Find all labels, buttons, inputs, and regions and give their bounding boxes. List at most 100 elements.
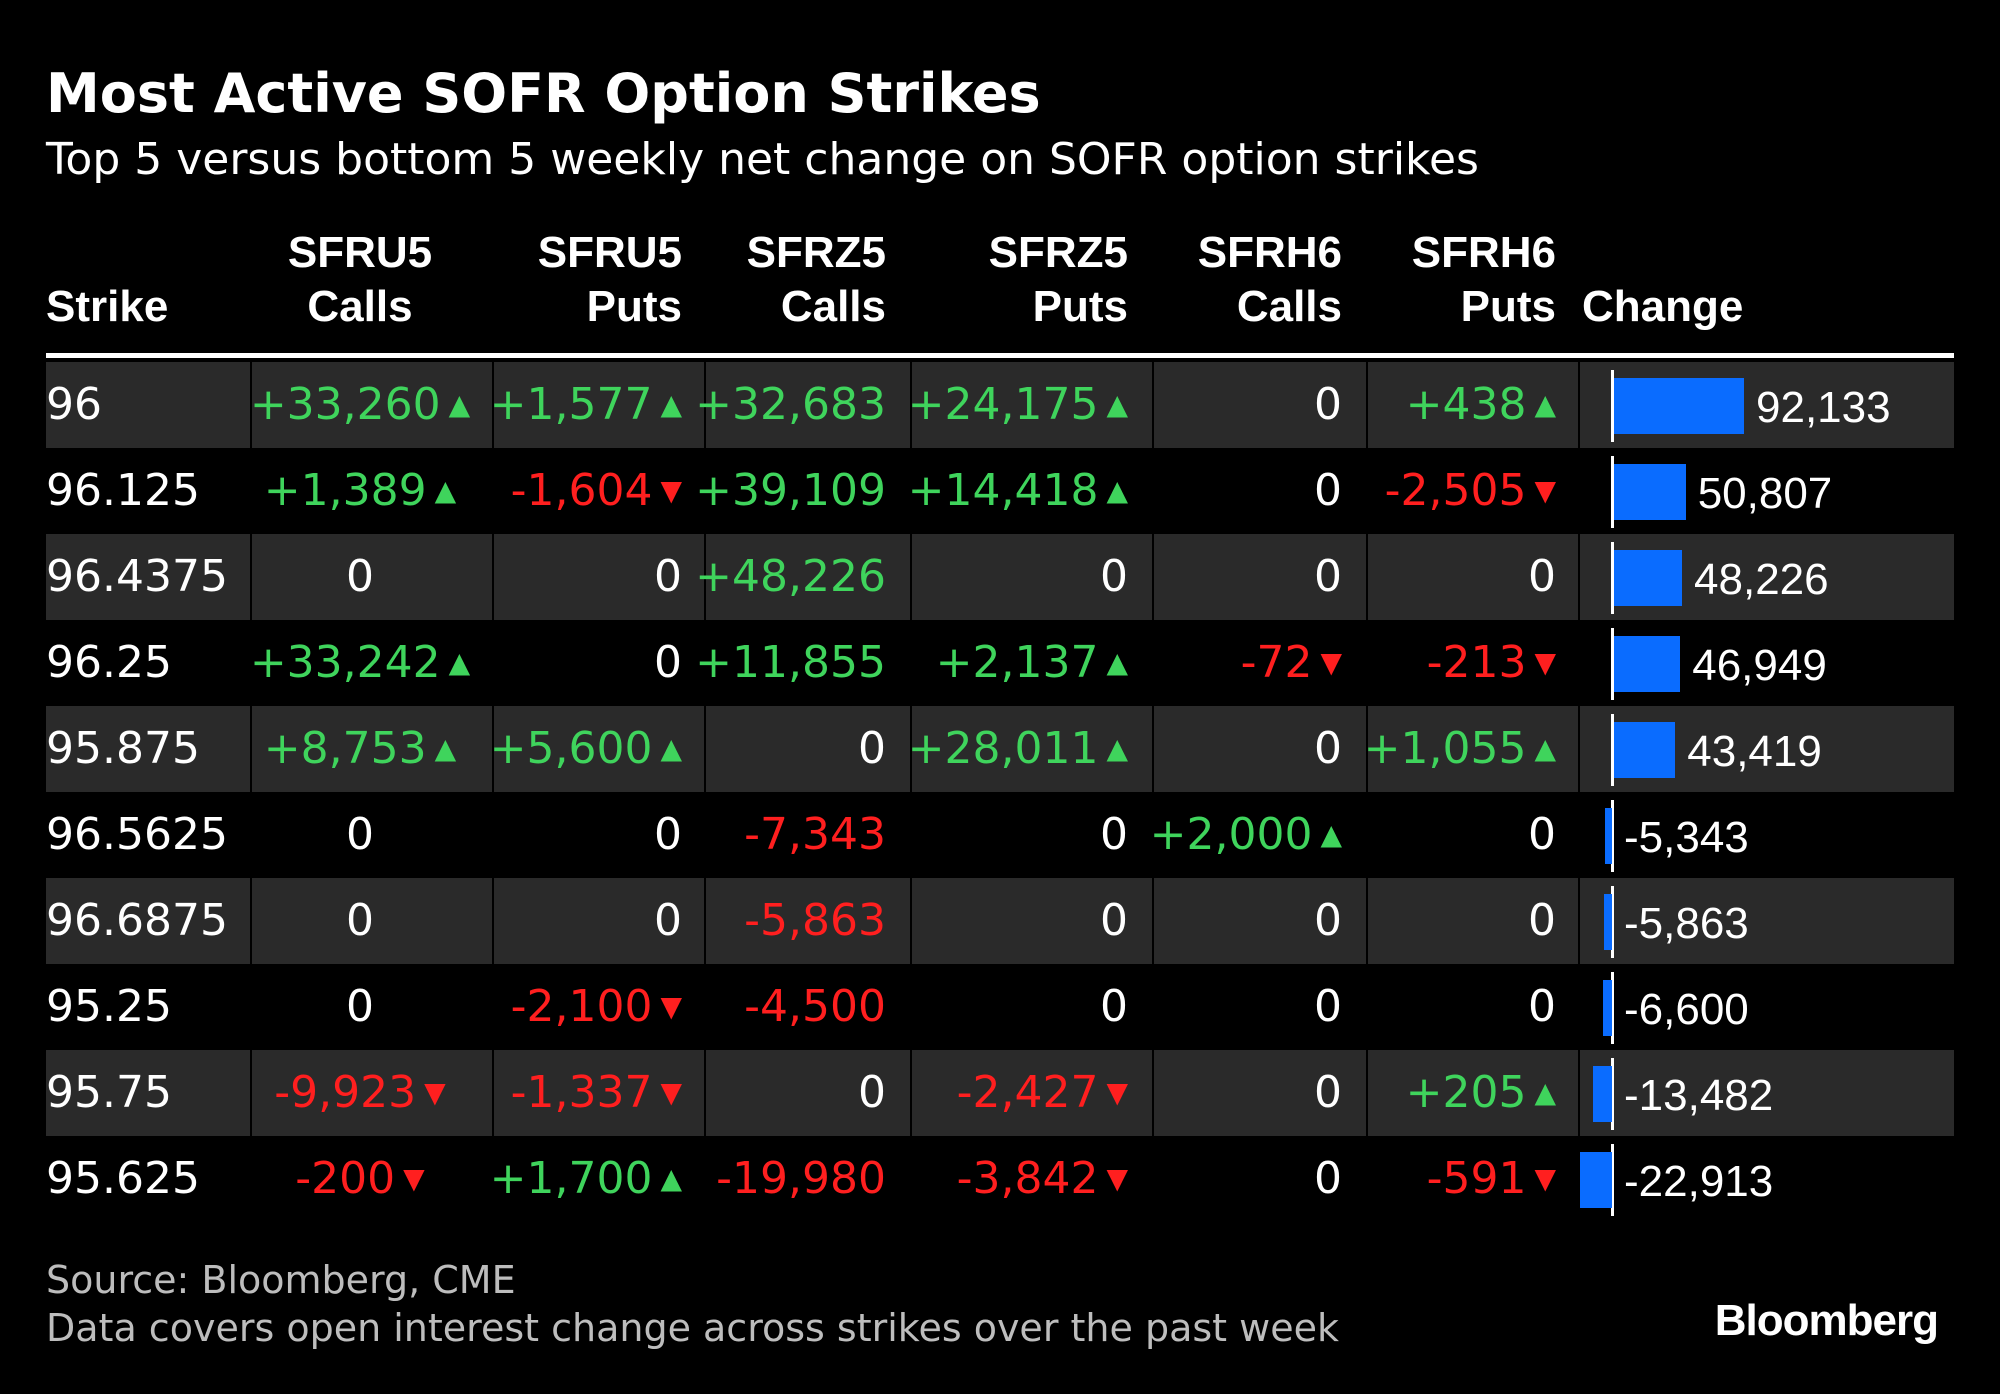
cell-value: 0 <box>346 895 374 946</box>
value-cell-sfrh6-calls: 0 <box>1112 534 1342 620</box>
cell-value: 0 <box>1528 981 1556 1032</box>
change-label: 48,226 <box>1694 555 1829 604</box>
bar-axis <box>1611 800 1614 872</box>
value-cell-sfru5-puts: 0 <box>452 792 682 878</box>
cell-value: 0 <box>654 809 682 860</box>
change-bar <box>1602 980 1612 1036</box>
triangle-down-icon: ▼ <box>1534 474 1556 507</box>
value-cell-sfrh6-puts: 0 <box>1326 964 1556 1050</box>
value-cell-sfrh6-calls: 0 <box>1112 964 1342 1050</box>
cell-value: -1,337 <box>510 1067 653 1118</box>
cell-value: -9,923 <box>274 1067 417 1118</box>
cell-value: +438 <box>1405 379 1527 430</box>
triangle-down-icon: ▼ <box>424 1076 446 1109</box>
column-separator <box>492 1050 494 1136</box>
column-separator <box>250 534 252 620</box>
column-separator <box>910 1050 912 1136</box>
column-separator <box>492 362 494 448</box>
column-separator <box>1152 1136 1154 1222</box>
column-separator <box>1578 964 1580 1050</box>
change-bar <box>1593 1066 1612 1122</box>
header-rule <box>46 353 1954 358</box>
column-separator <box>1578 362 1580 448</box>
column-separator <box>1366 448 1368 534</box>
change-label: -6,600 <box>1624 985 1749 1034</box>
cell-value: -200 <box>295 1153 396 1204</box>
triangle-down-icon: ▼ <box>660 1076 682 1109</box>
column-separator <box>910 362 912 448</box>
column-header-line: Calls <box>780 282 886 331</box>
triangle-down-icon: ▼ <box>403 1162 425 1195</box>
change-label: -5,343 <box>1624 813 1749 862</box>
value-cell-sfrz5-puts: 0 <box>898 964 1128 1050</box>
column-separator <box>1152 964 1154 1050</box>
column-separator <box>1152 792 1154 878</box>
cell-value: +33,242 <box>249 637 441 688</box>
cell-value: +24,175 <box>907 379 1099 430</box>
cell-value: +1,577 <box>489 379 653 430</box>
column-separator <box>492 792 494 878</box>
change-bar <box>1580 1152 1612 1208</box>
column-separator <box>1152 706 1154 792</box>
cell-value: +32,683 <box>695 379 886 430</box>
column-separator <box>910 878 912 964</box>
column-separator <box>910 534 912 620</box>
column-separator <box>250 1050 252 1136</box>
cell-value: 0 <box>1314 895 1342 946</box>
cell-value: +1,389 <box>263 465 427 516</box>
cell-value: 0 <box>654 637 682 688</box>
cell-value: +33,260 <box>249 379 441 430</box>
column-separator <box>910 620 912 706</box>
column-separator <box>1578 706 1580 792</box>
change-bar <box>1614 464 1686 520</box>
cell-value: 0 <box>1100 809 1128 860</box>
cell-value: +28,011 <box>907 723 1099 774</box>
strike-cell: 95.25 <box>46 981 172 1032</box>
column-header-line: SFRH6 <box>1411 228 1556 277</box>
value-cell-sfrh6-calls: +2,000 ▲ <box>1112 792 1342 878</box>
column-separator <box>910 1136 912 1222</box>
source-notes: Source: Bloomberg, CME Data covers open … <box>46 1256 1339 1352</box>
cell-value: +5,600 <box>489 723 653 774</box>
table-row: 96.4375 0 0 +48,226 0 0 0 48,226 <box>46 534 1954 620</box>
cell-value: +205 <box>1405 1067 1527 1118</box>
column-separator <box>704 448 706 534</box>
cell-value: +8,753 <box>263 723 427 774</box>
column-header-sfrz5-puts: SFRZ5 Puts <box>828 226 1128 334</box>
cell-value: 0 <box>858 723 886 774</box>
column-separator <box>1152 878 1154 964</box>
value-cell-sfrz5-calls: -19,980 <box>656 1136 886 1222</box>
value-cell-sfrz5-calls: -4,500 <box>656 964 886 1050</box>
change-label: 46,949 <box>1692 641 1827 690</box>
cell-value: -4,500 <box>744 981 886 1032</box>
triangle-up-icon: ▲ <box>660 388 682 421</box>
cell-value: 0 <box>1314 1153 1342 1204</box>
triangle-down-icon: ▼ <box>660 990 682 1023</box>
change-bar <box>1614 378 1744 434</box>
cell-value: -591 <box>1426 1153 1527 1204</box>
bar-axis <box>1611 628 1614 700</box>
cell-value: 0 <box>346 809 374 860</box>
bar-axis <box>1611 542 1614 614</box>
column-separator <box>492 620 494 706</box>
change-bar <box>1603 894 1612 950</box>
cell-value: +48,226 <box>695 551 886 602</box>
table-row: 96 +33,260 ▲ +1,577 ▲ +32,683 +24,175 ▲ 0 +438 ▲ 92… <box>46 362 1954 448</box>
value-cell-sfrz5-calls: +48,226 <box>656 534 886 620</box>
cell-value: 0 <box>1100 551 1128 602</box>
cell-value: 0 <box>1100 895 1128 946</box>
cell-value: 0 <box>1314 1067 1342 1118</box>
column-separator <box>1152 448 1154 534</box>
column-separator <box>250 620 252 706</box>
cell-value: -2,427 <box>956 1067 1099 1118</box>
change-label: -13,482 <box>1624 1071 1774 1120</box>
table-row: 96.25 +33,242 ▲ 0 +11,855 +2,137 ▲ -72 ▼ -213 ▼ 46,… <box>46 620 1954 706</box>
value-cell-sfrh6-calls: -72 ▼ <box>1112 620 1342 706</box>
value-cell-sfrz5-puts: -2,427 ▼ <box>898 1050 1128 1136</box>
column-separator <box>1366 878 1368 964</box>
cell-value: 0 <box>1314 981 1342 1032</box>
value-cell-sfrh6-calls: 0 <box>1112 1136 1342 1222</box>
column-header-sfrz5-calls: SFRZ5 Calls <box>586 226 886 334</box>
column-separator <box>704 792 706 878</box>
column-header-sfru5-calls: SFRU5 Calls <box>210 226 510 334</box>
